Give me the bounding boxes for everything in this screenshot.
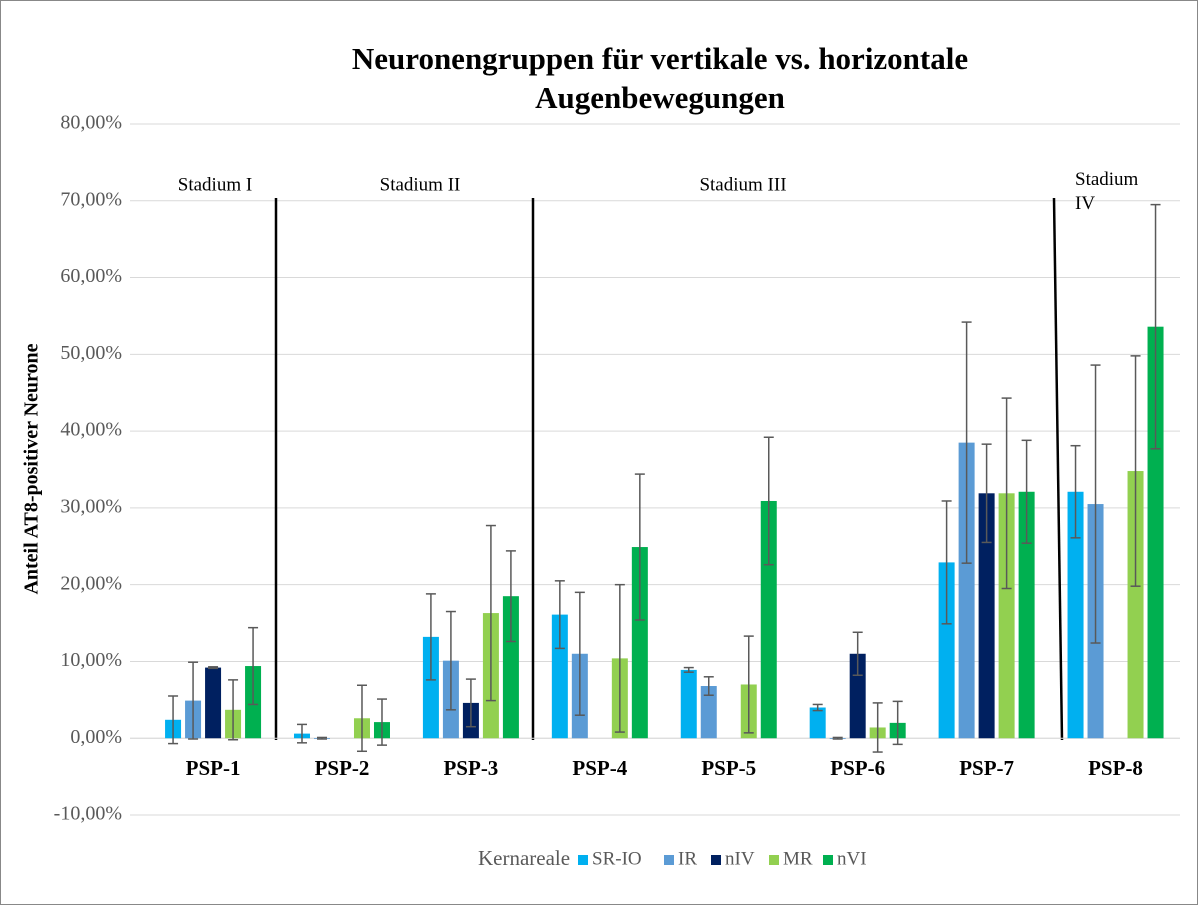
error-bar bbox=[208, 666, 219, 670]
legend-swatch bbox=[578, 855, 588, 865]
error-bar bbox=[683, 666, 694, 673]
error-bar bbox=[1001, 397, 1012, 590]
bar bbox=[631, 547, 648, 739]
y-tick-label: 20,00% bbox=[60, 572, 122, 594]
error-bar bbox=[812, 703, 823, 712]
error-bar bbox=[1130, 355, 1141, 587]
error-bar bbox=[554, 580, 565, 650]
legend-swatch bbox=[711, 855, 721, 865]
x-tick-label: PSP-5 bbox=[701, 756, 756, 780]
legend-title: Kernareale bbox=[478, 846, 570, 870]
legend-swatch bbox=[769, 855, 779, 865]
y-tick-label: 70,00% bbox=[60, 188, 122, 210]
error-bar bbox=[852, 631, 863, 677]
y-tick-label: 40,00% bbox=[60, 419, 122, 441]
y-axis-label: Anteil AT8-positiver Neurone bbox=[21, 343, 43, 594]
error-bar bbox=[1021, 439, 1032, 544]
error-bar bbox=[188, 661, 199, 740]
error-bar bbox=[872, 702, 883, 753]
error-bar bbox=[1150, 203, 1161, 450]
error-bar bbox=[1090, 364, 1101, 644]
x-tick-label: PSP-1 bbox=[186, 756, 241, 780]
stage-dividers bbox=[274, 197, 1064, 741]
bar bbox=[760, 500, 777, 739]
bar bbox=[700, 686, 717, 739]
bar bbox=[978, 493, 995, 739]
error-bar bbox=[356, 684, 367, 753]
bar bbox=[938, 562, 955, 739]
legend-label: nIV bbox=[725, 848, 755, 869]
error-bar bbox=[634, 473, 645, 621]
error-bar bbox=[1070, 444, 1081, 539]
error-bar bbox=[445, 610, 456, 711]
bar bbox=[422, 636, 439, 739]
legend-swatch bbox=[664, 855, 674, 865]
stage-label: Stadium III bbox=[699, 174, 786, 195]
bar bbox=[205, 667, 222, 739]
y-tick-label: 0,00% bbox=[70, 726, 122, 748]
divider bbox=[1052, 197, 1064, 741]
legend-label: MR bbox=[783, 848, 813, 869]
bar bbox=[1018, 491, 1035, 739]
stage-label: Stadium IV bbox=[1075, 169, 1139, 214]
legend-label: SR-IO bbox=[592, 848, 642, 869]
y-tick-label: 10,00% bbox=[60, 649, 122, 671]
legend-label: IR bbox=[678, 848, 697, 869]
error-bar bbox=[485, 524, 496, 702]
stage-label: Stadium I bbox=[178, 174, 252, 195]
error-bar bbox=[763, 436, 774, 566]
y-tick-label: 50,00% bbox=[60, 342, 122, 364]
error-bar bbox=[961, 321, 972, 564]
x-tick-label: PSP-3 bbox=[443, 756, 498, 780]
x-tick-label: PSP-2 bbox=[315, 756, 370, 780]
chart-title: Augenbewegungen bbox=[535, 80, 785, 115]
error-bar bbox=[465, 678, 476, 728]
bar bbox=[958, 442, 975, 739]
stage-label: Stadium II bbox=[380, 174, 461, 195]
error-bar bbox=[941, 500, 952, 625]
bar bbox=[809, 707, 826, 739]
bar bbox=[551, 614, 568, 739]
error-bar bbox=[228, 679, 239, 741]
error-bar bbox=[981, 443, 992, 544]
chart-title: Neuronengruppen für vertikale vs. horizo… bbox=[352, 41, 968, 76]
error-bar bbox=[505, 550, 516, 643]
y-tick-label: 60,00% bbox=[60, 265, 122, 287]
error-bar bbox=[832, 736, 843, 740]
error-bar bbox=[892, 700, 903, 746]
error-bar bbox=[316, 736, 327, 740]
x-tick-label: PSP-8 bbox=[1088, 756, 1143, 780]
bar bbox=[998, 493, 1015, 739]
error-bar bbox=[614, 583, 625, 733]
x-tick-label: PSP-7 bbox=[959, 756, 1014, 780]
bar bbox=[502, 596, 519, 739]
bar bbox=[680, 669, 697, 739]
error-bar bbox=[168, 695, 179, 745]
error-bar bbox=[703, 676, 714, 696]
error-bar bbox=[376, 698, 387, 746]
x-tick-label: PSP-4 bbox=[572, 756, 627, 780]
error-bar bbox=[296, 723, 307, 744]
x-tick-label: PSP-6 bbox=[830, 756, 885, 780]
legend-swatch bbox=[823, 855, 833, 865]
y-tick-label: 80,00% bbox=[60, 112, 122, 134]
bar bbox=[1067, 491, 1084, 739]
legend-label: nVI bbox=[837, 848, 867, 869]
error-bar bbox=[248, 626, 259, 706]
error-bar bbox=[574, 591, 585, 716]
bar bbox=[1147, 326, 1164, 739]
error-bar bbox=[425, 593, 436, 681]
bar bbox=[1127, 471, 1144, 739]
y-tick-label: 30,00% bbox=[60, 495, 122, 517]
y-tick-label: -10,00% bbox=[54, 803, 122, 825]
error-bar bbox=[743, 635, 754, 734]
